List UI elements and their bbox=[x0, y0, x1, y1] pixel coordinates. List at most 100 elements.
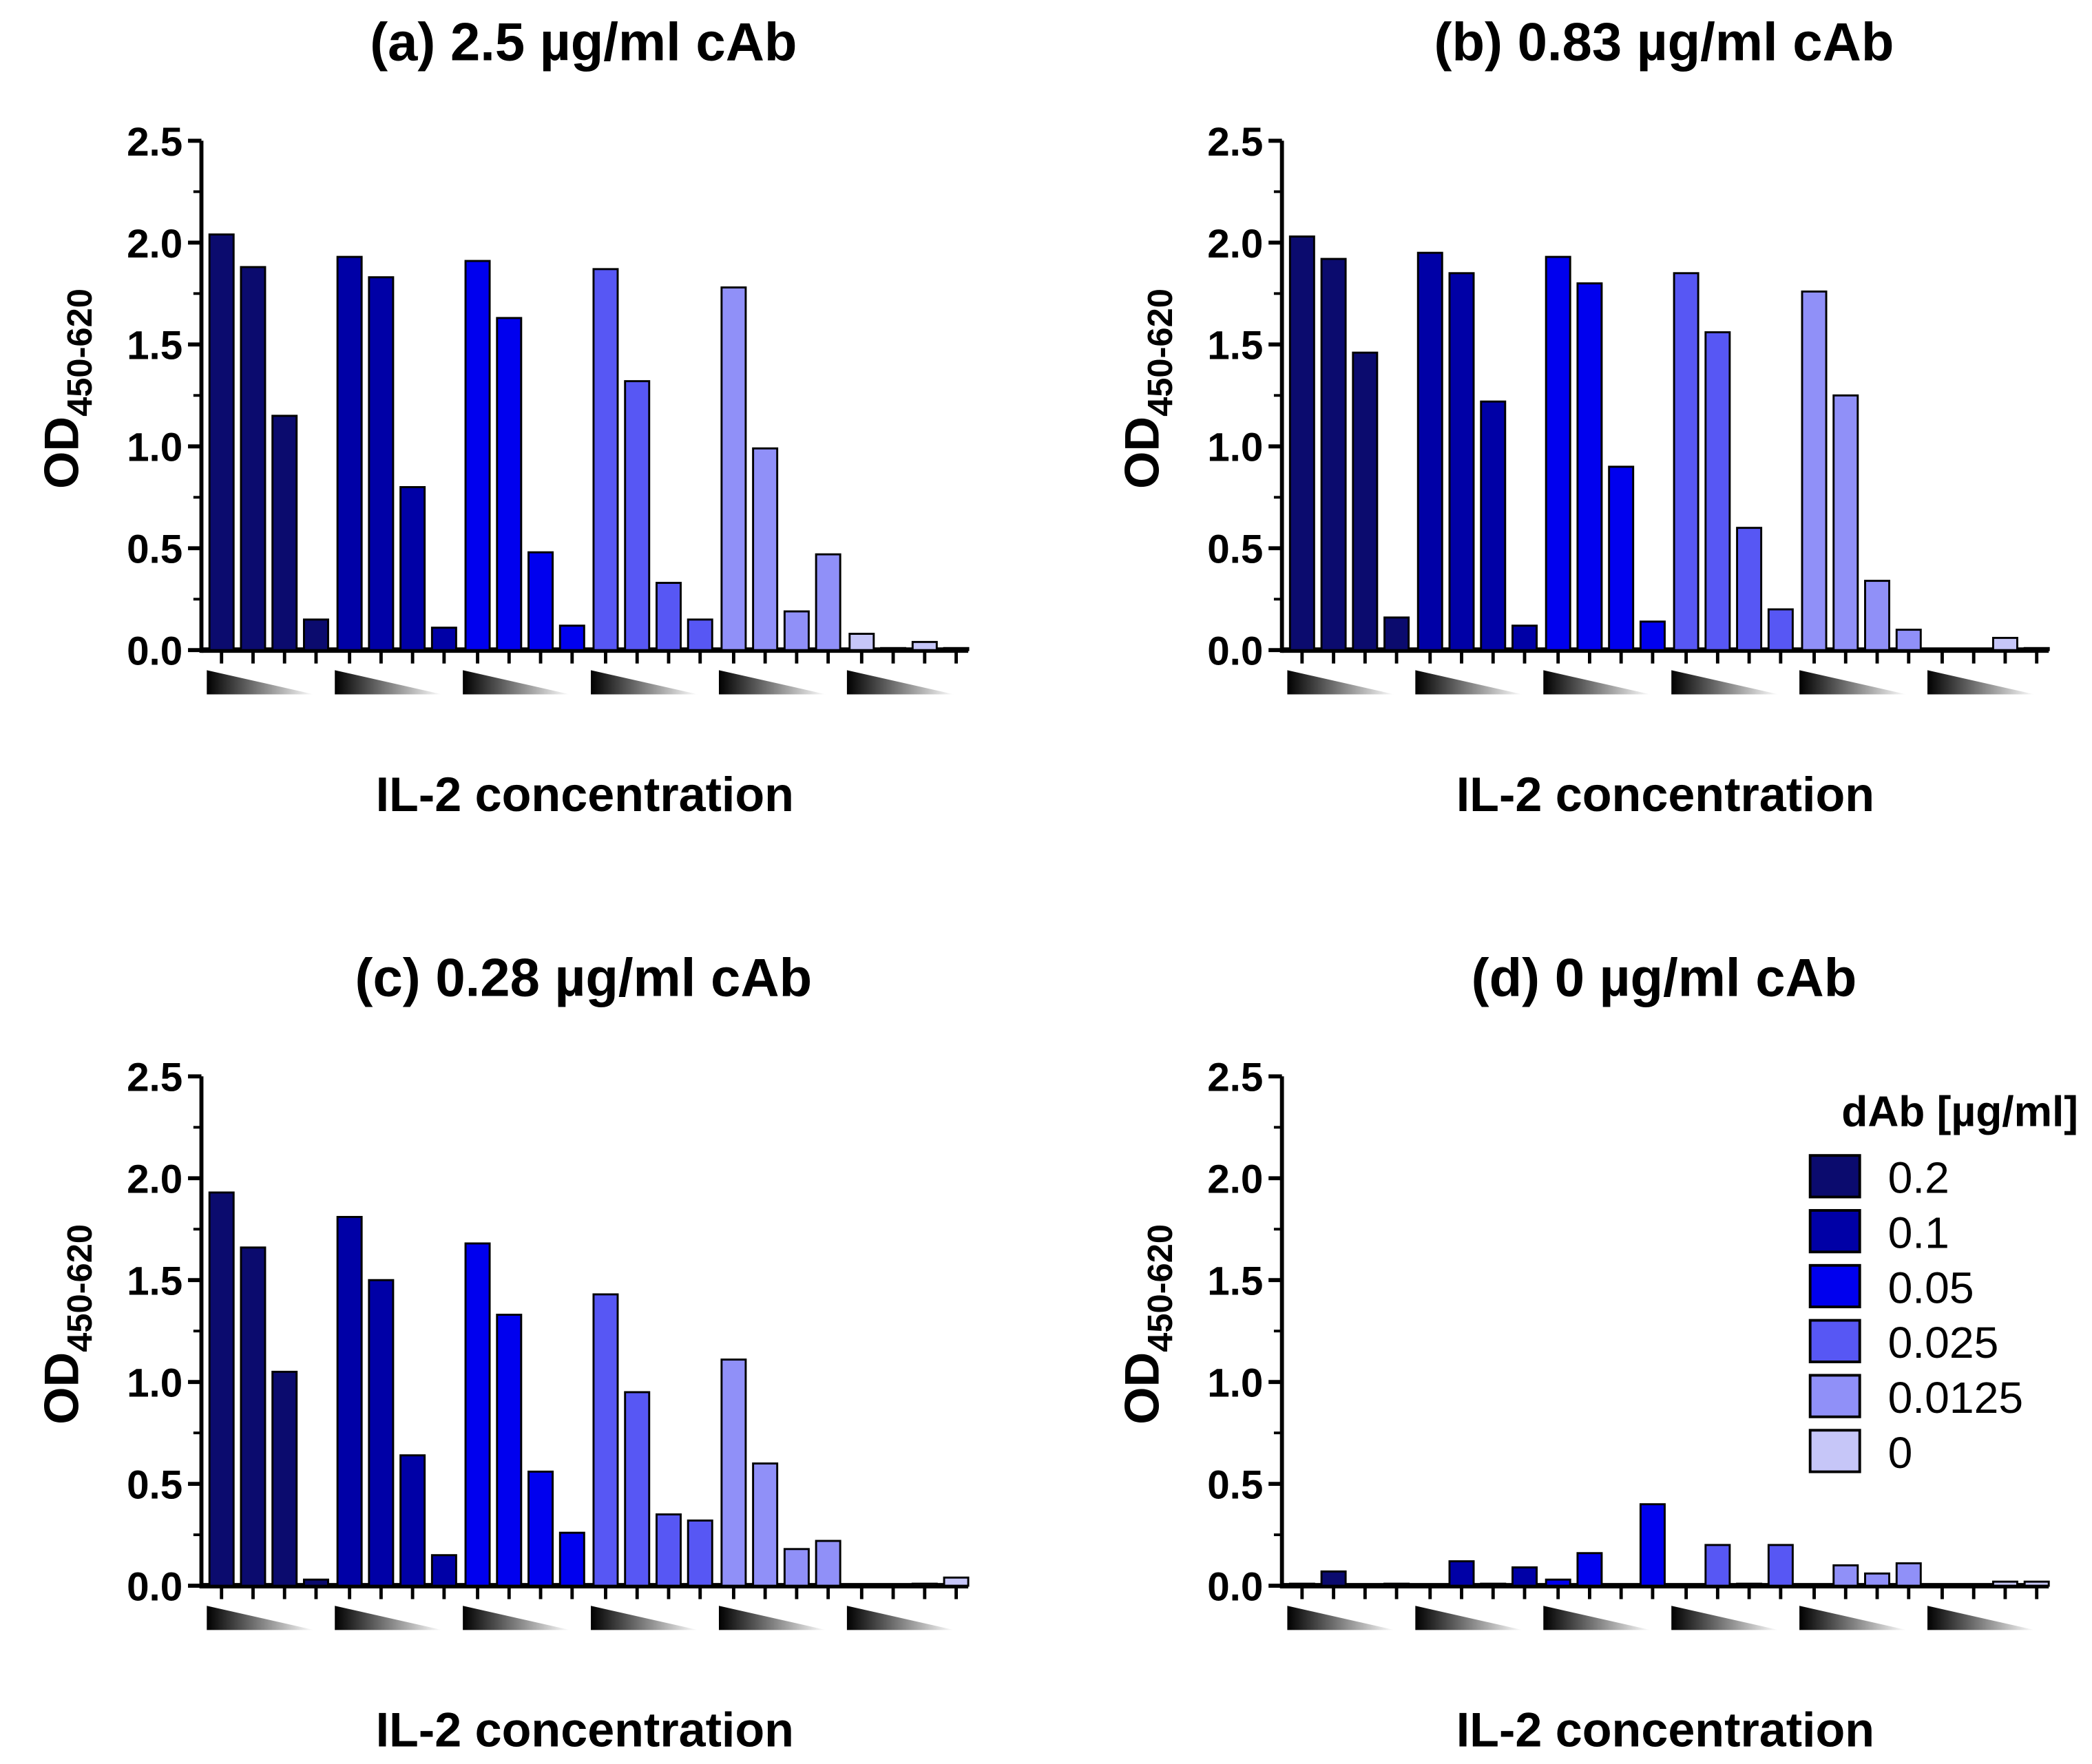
bar bbox=[240, 266, 266, 651]
bar bbox=[1639, 1503, 1666, 1587]
legend-label: 0.0125 bbox=[1888, 1373, 2023, 1422]
bar bbox=[592, 268, 619, 651]
bar bbox=[430, 627, 457, 651]
bar bbox=[880, 647, 907, 651]
concentration-gradient-triangle bbox=[846, 1606, 954, 1630]
bar bbox=[1704, 331, 1731, 651]
bar bbox=[1512, 1566, 1538, 1587]
bar bbox=[1383, 1582, 1410, 1587]
y-axis-label-subscript: 450-620 bbox=[1140, 1224, 1180, 1352]
bar bbox=[208, 1191, 235, 1587]
bar bbox=[399, 486, 426, 651]
bar bbox=[1416, 251, 1443, 651]
legend-swatch bbox=[1808, 1374, 1861, 1418]
y-tick-label: 1.0 bbox=[1207, 1361, 1263, 1406]
legend: dAb [µg/ml] 0.2 0.1 0.05 0.025 0.0125 0 bbox=[1808, 1088, 2078, 1478]
bar bbox=[271, 414, 298, 651]
bar bbox=[558, 624, 585, 651]
y-axis-label-subscript: 450-620 bbox=[60, 1224, 99, 1352]
bar bbox=[752, 1462, 779, 1587]
panel-c: (c) 0.28 µg/ml cAb 0.0 0.5 1.0 1.5 2.0 2.5 OD45… bbox=[34, 947, 970, 1757]
y-tick-label: 1.5 bbox=[1207, 1259, 1263, 1304]
y-tick-label: 2.5 bbox=[1207, 120, 1263, 165]
y-axis-label: OD450-620 bbox=[34, 1224, 98, 1425]
bar bbox=[624, 1391, 651, 1587]
concentration-gradient-triangle bbox=[207, 670, 315, 695]
y-tick-label: 2.5 bbox=[127, 120, 182, 165]
y-tick-label: 2.0 bbox=[127, 1157, 182, 1202]
x-axis-label: IL-2 concentration bbox=[376, 1703, 794, 1757]
bar bbox=[911, 640, 938, 651]
legend-label: 0.2 bbox=[1888, 1153, 1949, 1203]
bar bbox=[943, 1576, 970, 1587]
x-axis-label: IL-2 concentration bbox=[1456, 1703, 1874, 1757]
concentration-gradient-triangle bbox=[1799, 1606, 1907, 1630]
bar bbox=[1767, 1544, 1794, 1587]
y-tick-label: 2.0 bbox=[1207, 222, 1263, 266]
bar bbox=[943, 647, 970, 651]
bar bbox=[1639, 620, 1666, 651]
bar bbox=[1480, 400, 1507, 651]
concentration-gradient-triangle bbox=[718, 1606, 826, 1630]
legend-label: 0.025 bbox=[1888, 1318, 1999, 1367]
y-tick-label: 0.5 bbox=[1207, 527, 1263, 572]
bar bbox=[496, 1314, 523, 1587]
bar bbox=[815, 1540, 841, 1587]
bar bbox=[1673, 272, 1699, 651]
panel-title: (d) 0 µg/ml cAb bbox=[1472, 947, 1857, 1007]
bar bbox=[1864, 580, 1891, 651]
concentration-gradient-triangle bbox=[1543, 670, 1651, 695]
bar bbox=[1288, 235, 1315, 651]
bar bbox=[336, 1216, 363, 1587]
bar bbox=[592, 1293, 619, 1587]
y-axis-label-main: OD bbox=[1116, 417, 1169, 489]
bar bbox=[655, 582, 682, 651]
panel-title: (a) 2.5 µg/ml cAb bbox=[370, 12, 797, 72]
concentration-gradient-triangle bbox=[1927, 1606, 2035, 1630]
bar bbox=[430, 1554, 457, 1587]
bar bbox=[1864, 1572, 1891, 1587]
bar bbox=[1895, 1562, 1922, 1587]
y-axis-label-main: OD bbox=[34, 417, 88, 489]
bar bbox=[1545, 1578, 1571, 1587]
bar bbox=[1448, 272, 1475, 651]
bar bbox=[687, 618, 713, 651]
concentration-gradient-triangle bbox=[1287, 670, 1395, 695]
y-tick-label: 0.5 bbox=[1207, 1463, 1263, 1508]
panel-b: (b) 0.83 µg/ml cAb 0.0 0.5 1.0 1.5 2.0 2.5 OD45… bbox=[1116, 12, 2050, 821]
concentration-gradient-triangle bbox=[1799, 670, 1907, 695]
bar bbox=[752, 447, 779, 651]
y-axis-label-subscript: 450-620 bbox=[1140, 288, 1180, 417]
y-tick-label: 0.0 bbox=[1207, 629, 1263, 674]
concentration-gradient-triangle bbox=[846, 670, 954, 695]
bar bbox=[1320, 1570, 1347, 1587]
bar bbox=[527, 551, 554, 651]
concentration-gradient-triangle bbox=[1543, 1606, 1651, 1630]
legend-swatch bbox=[1808, 1263, 1861, 1309]
bar bbox=[302, 1578, 329, 1587]
x-axis-label: IL-2 concentration bbox=[376, 768, 794, 821]
bar bbox=[1512, 624, 1538, 651]
y-tick-label: 0.5 bbox=[127, 527, 182, 572]
panel-a: (a) 2.5 µg/ml cAb 0.0 0.5 1.0 1.5 2.0 2.5 OD450… bbox=[34, 12, 970, 821]
bar bbox=[368, 1279, 395, 1587]
concentration-gradient-triangle bbox=[463, 670, 570, 695]
concentration-gradient-triangle bbox=[1287, 1606, 1395, 1630]
y-tick-label: 0.5 bbox=[127, 1463, 182, 1508]
y-tick-label: 0.0 bbox=[127, 1564, 182, 1609]
bar bbox=[2023, 1580, 2050, 1587]
y-tick-label: 2.0 bbox=[1207, 1157, 1263, 1202]
bar bbox=[2023, 647, 2050, 651]
bar bbox=[527, 1470, 554, 1587]
bar bbox=[1545, 255, 1571, 651]
concentration-gradient-triangle bbox=[335, 670, 442, 695]
bar bbox=[1991, 636, 2018, 651]
bar bbox=[1895, 629, 1922, 651]
bar bbox=[240, 1246, 266, 1587]
y-tick-label: 1.0 bbox=[127, 1361, 182, 1406]
bar bbox=[1736, 527, 1763, 651]
y-axis-label: OD450-620 bbox=[1116, 1224, 1180, 1425]
concentration-gradient-triangle bbox=[1415, 670, 1523, 695]
concentration-gradient-triangle bbox=[1671, 670, 1779, 695]
